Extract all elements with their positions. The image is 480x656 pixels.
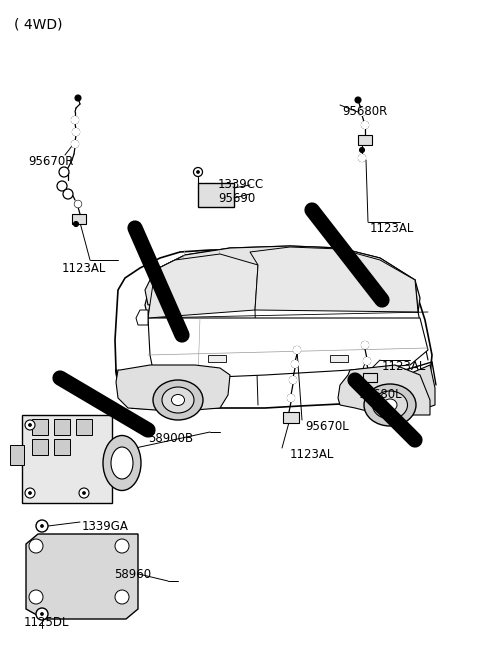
Text: 95670L: 95670L: [305, 420, 349, 433]
Circle shape: [359, 155, 365, 161]
Text: 95680L: 95680L: [358, 388, 402, 401]
Circle shape: [115, 590, 129, 604]
Circle shape: [29, 539, 43, 553]
Polygon shape: [116, 365, 230, 410]
Circle shape: [361, 342, 369, 348]
Ellipse shape: [171, 394, 184, 405]
Circle shape: [360, 148, 364, 152]
Bar: [198, 183, 234, 207]
Bar: [283, 412, 299, 423]
Circle shape: [291, 361, 299, 367]
Text: ( 4WD): ( 4WD): [14, 18, 62, 32]
Circle shape: [288, 394, 295, 401]
Circle shape: [72, 117, 79, 123]
Circle shape: [73, 222, 79, 226]
Polygon shape: [148, 254, 258, 318]
Polygon shape: [250, 247, 418, 312]
Circle shape: [72, 140, 79, 148]
Polygon shape: [390, 365, 435, 412]
Circle shape: [72, 117, 79, 123]
Polygon shape: [338, 365, 430, 415]
Polygon shape: [136, 310, 148, 325]
Circle shape: [79, 488, 89, 498]
Bar: [10, 445, 24, 465]
Circle shape: [193, 167, 203, 176]
Text: 1123AL: 1123AL: [290, 448, 335, 461]
Circle shape: [196, 171, 200, 173]
Bar: [358, 135, 372, 145]
Circle shape: [40, 525, 44, 527]
Polygon shape: [26, 534, 138, 619]
Ellipse shape: [111, 447, 133, 479]
Bar: [22, 415, 112, 503]
Ellipse shape: [383, 399, 397, 411]
Circle shape: [291, 361, 299, 367]
Text: 1125DL: 1125DL: [24, 616, 70, 629]
Circle shape: [363, 358, 371, 365]
Circle shape: [28, 424, 32, 426]
Ellipse shape: [162, 387, 194, 413]
Text: 1123AL: 1123AL: [382, 360, 426, 373]
Circle shape: [72, 140, 79, 148]
Ellipse shape: [153, 380, 203, 420]
Circle shape: [293, 346, 300, 354]
Bar: [363, 373, 377, 382]
Circle shape: [115, 539, 129, 553]
Circle shape: [355, 97, 361, 103]
Circle shape: [75, 95, 81, 101]
Text: 95680R: 95680R: [342, 105, 387, 118]
Polygon shape: [148, 318, 428, 380]
Circle shape: [293, 346, 300, 354]
Circle shape: [57, 181, 67, 191]
Text: 58960: 58960: [114, 568, 151, 581]
Polygon shape: [145, 246, 415, 305]
Text: 95690: 95690: [218, 192, 255, 205]
Text: 1123AL: 1123AL: [370, 222, 414, 235]
Ellipse shape: [364, 384, 416, 426]
Bar: [32, 439, 48, 455]
Bar: [330, 355, 348, 362]
Circle shape: [63, 189, 73, 199]
Bar: [54, 439, 70, 455]
Bar: [208, 355, 226, 362]
Circle shape: [75, 201, 81, 207]
Circle shape: [25, 488, 35, 498]
Circle shape: [36, 520, 48, 532]
Bar: [76, 419, 92, 435]
Text: 58900B: 58900B: [148, 432, 193, 445]
Circle shape: [25, 420, 35, 430]
Circle shape: [29, 590, 43, 604]
Circle shape: [28, 491, 32, 495]
Circle shape: [59, 167, 69, 177]
Circle shape: [359, 155, 365, 161]
Circle shape: [72, 129, 80, 136]
Circle shape: [289, 377, 297, 384]
Polygon shape: [115, 250, 432, 410]
Circle shape: [36, 608, 48, 620]
Circle shape: [359, 108, 365, 115]
Circle shape: [74, 201, 82, 207]
Circle shape: [83, 491, 85, 495]
Circle shape: [361, 121, 369, 129]
Polygon shape: [145, 246, 420, 318]
Bar: [54, 419, 70, 435]
Text: 1339CC: 1339CC: [218, 178, 264, 191]
Circle shape: [359, 108, 365, 115]
Circle shape: [289, 377, 297, 384]
Circle shape: [288, 394, 295, 401]
Circle shape: [363, 358, 371, 365]
Text: 1339GA: 1339GA: [82, 520, 129, 533]
Circle shape: [72, 129, 80, 136]
Text: 95670R: 95670R: [28, 155, 73, 168]
Text: 1123AL: 1123AL: [62, 262, 107, 275]
Ellipse shape: [103, 436, 141, 491]
Bar: [32, 419, 48, 435]
Circle shape: [361, 342, 369, 348]
Circle shape: [40, 613, 44, 615]
Bar: [72, 214, 86, 224]
Circle shape: [361, 121, 369, 129]
Ellipse shape: [372, 391, 408, 419]
